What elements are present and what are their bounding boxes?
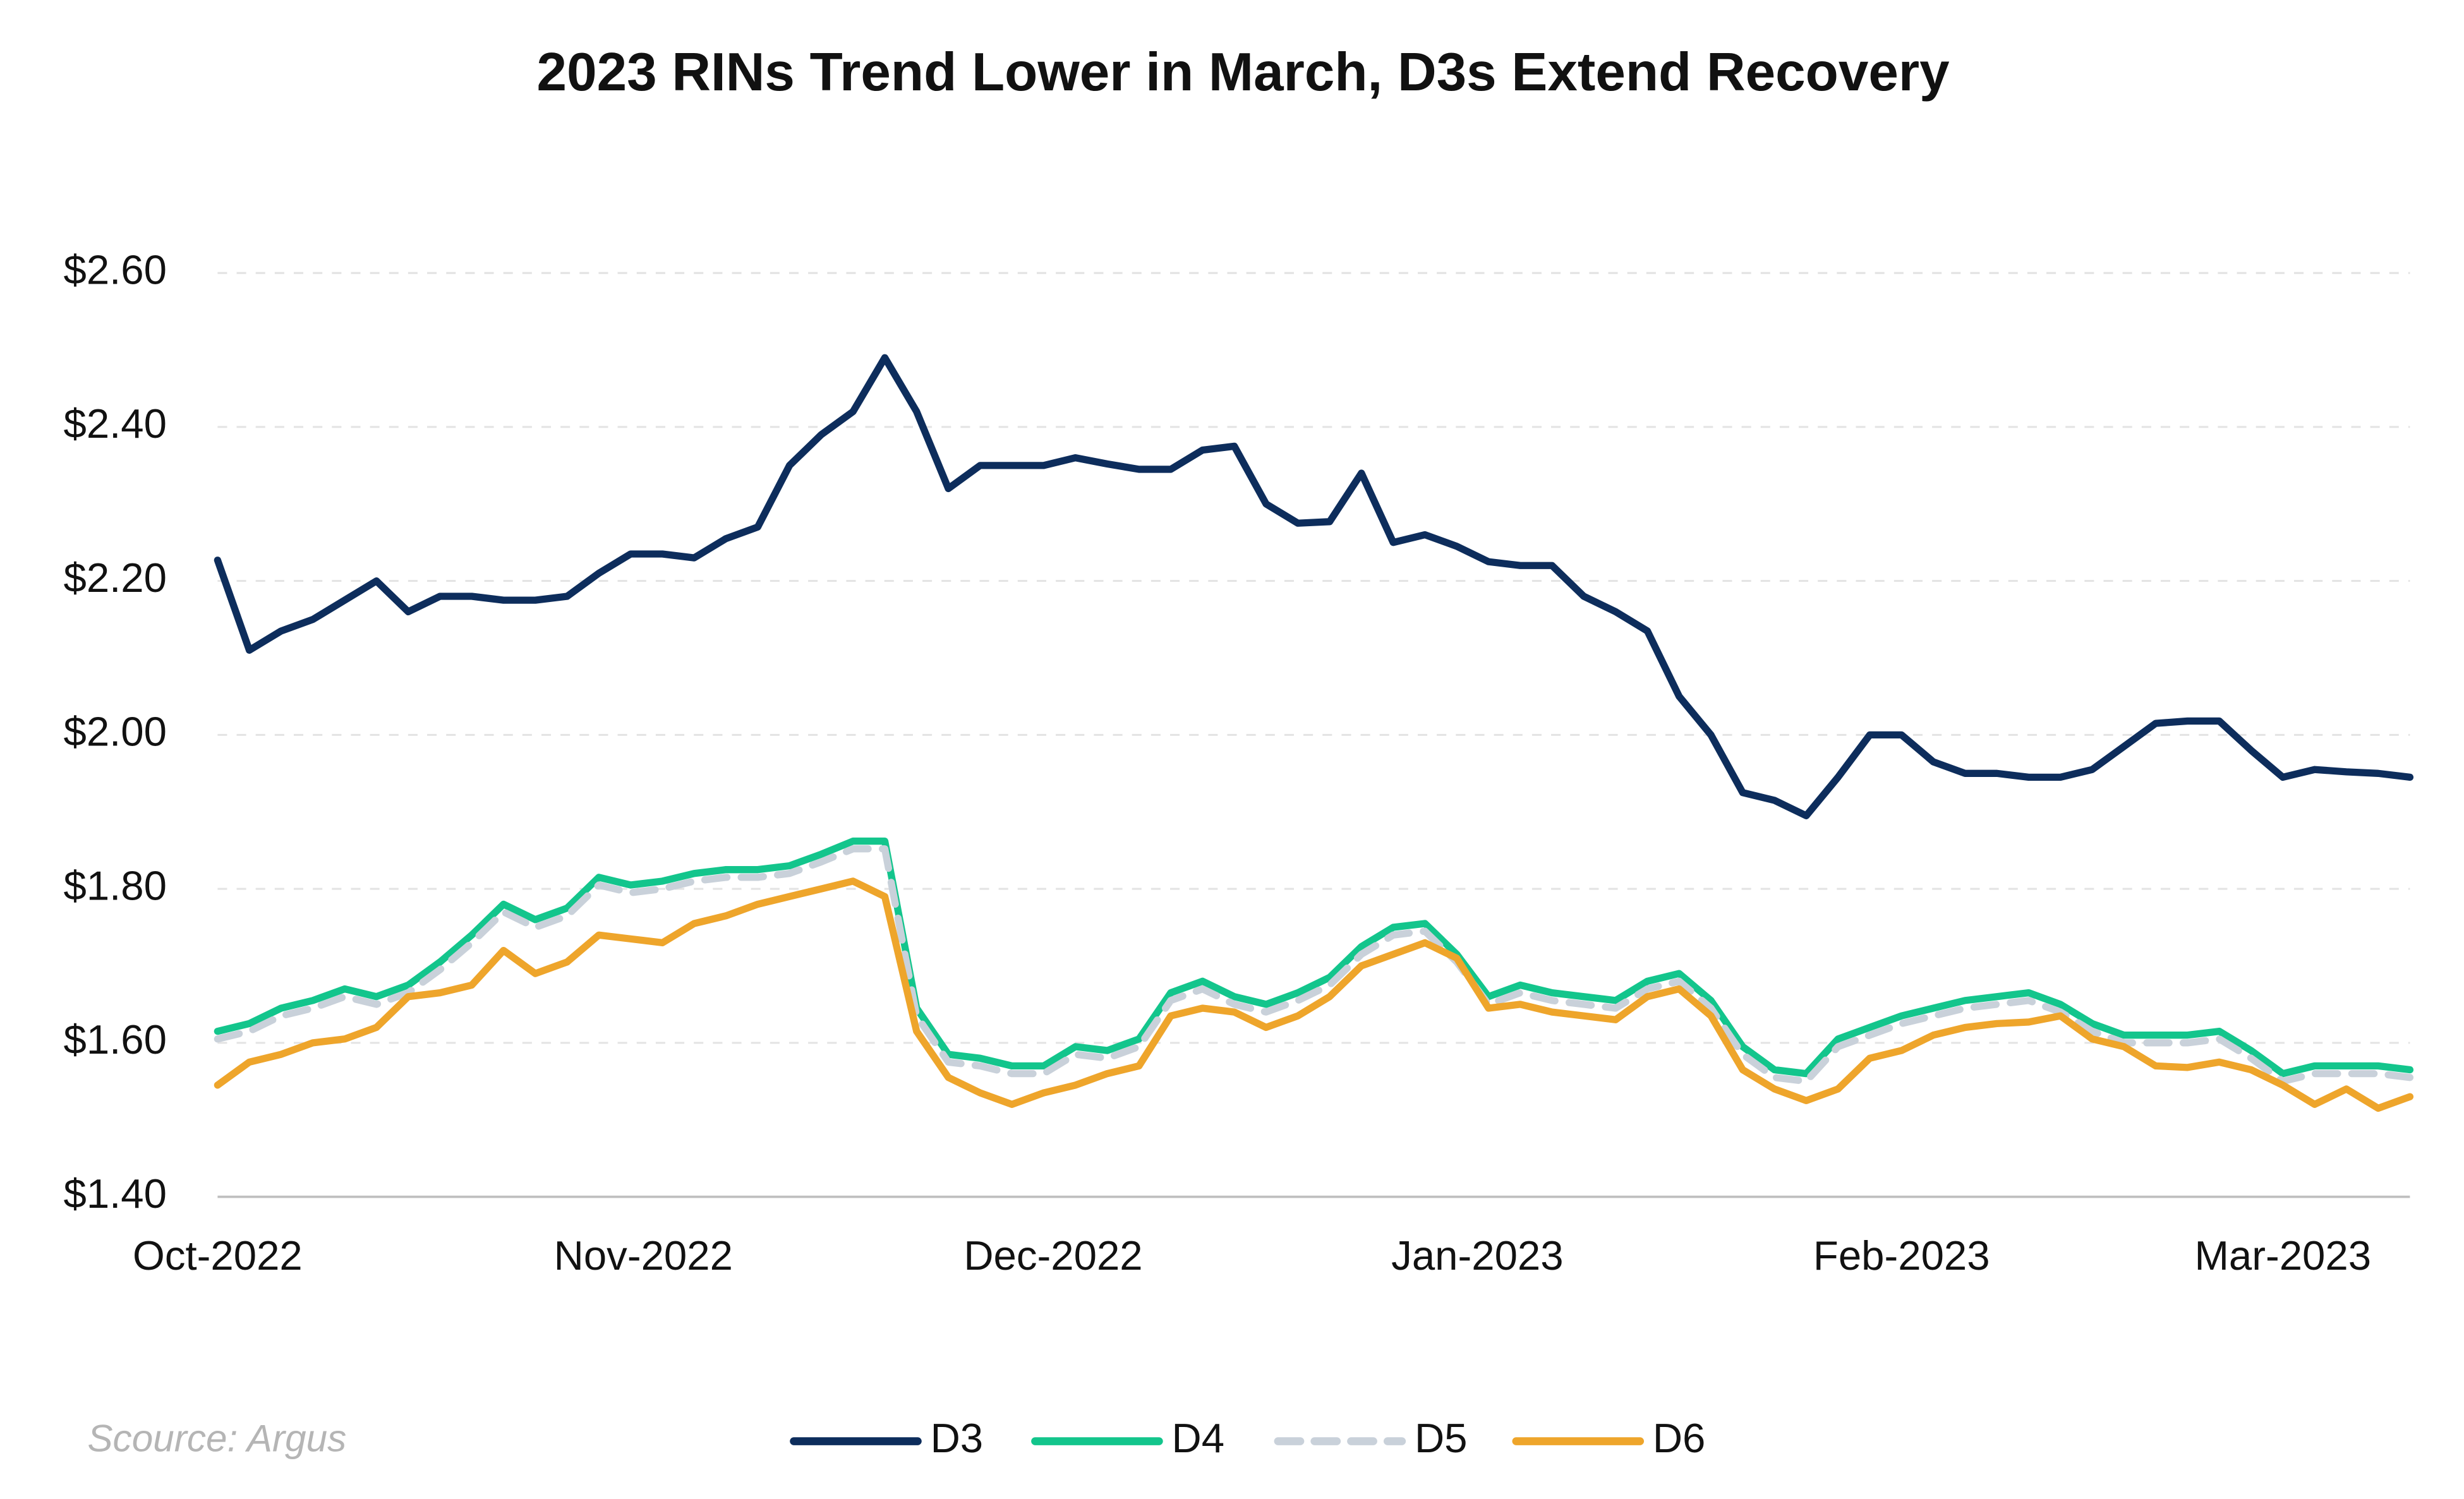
y-tick-label: $2.20 [63, 555, 166, 601]
x-tick-label: Mar-2023 [2194, 1232, 2371, 1279]
y-tick-label: $2.60 [63, 246, 166, 292]
y-tick-label: $1.40 [63, 1171, 166, 1217]
x-tick-label: Feb-2023 [1813, 1232, 1990, 1279]
series-line [214, 877, 2414, 1112]
legend-label: D6 [1653, 1415, 1706, 1461]
x-tick-label: Oct-2022 [133, 1232, 303, 1279]
chart-title: 2023 RINs Trend Lower in March, D3s Exte… [537, 42, 1950, 102]
y-tick-label: $1.80 [63, 862, 166, 908]
y-tick-label: $1.60 [63, 1016, 166, 1063]
x-tick-label: Jan-2023 [1391, 1232, 1563, 1279]
series-line [214, 837, 2414, 1078]
y-tick-label: $2.40 [63, 400, 166, 447]
legend-label: D4 [1172, 1415, 1225, 1461]
source-note: Scource: Argus [87, 1416, 346, 1459]
legend-label: D5 [1415, 1415, 1468, 1461]
x-tick-label: Dec-2022 [963, 1232, 1142, 1279]
x-tick-label: Nov-2022 [554, 1232, 733, 1279]
series-line [214, 845, 2414, 1085]
y-tick-label: $2.00 [63, 709, 166, 755]
legend-label: D3 [931, 1415, 984, 1461]
series-line [214, 354, 2414, 819]
